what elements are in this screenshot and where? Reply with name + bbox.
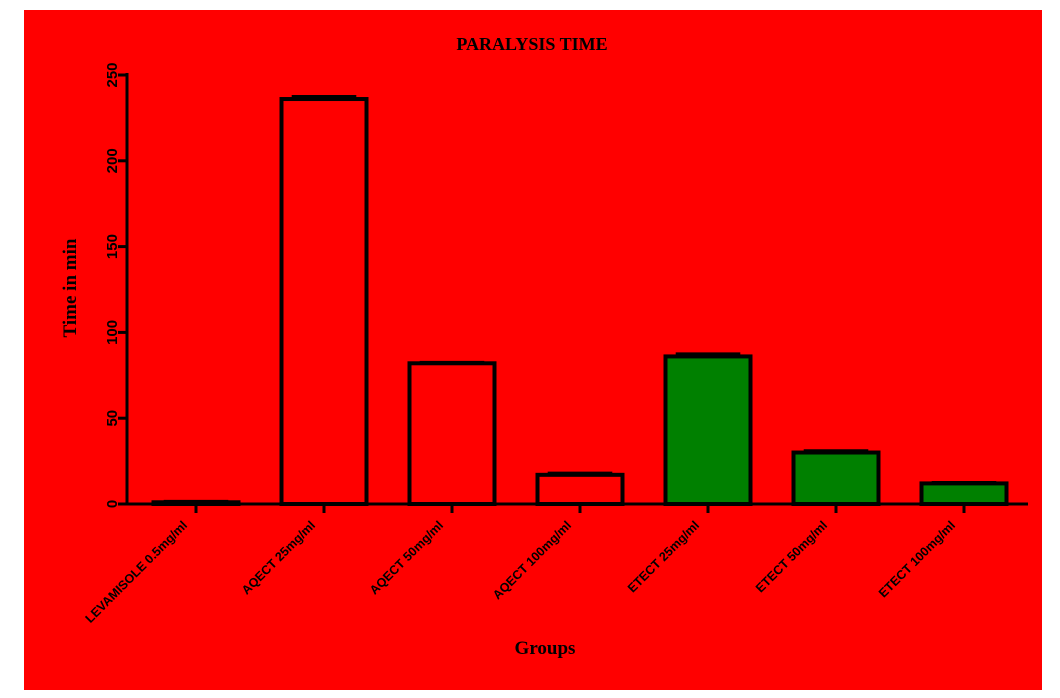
bar-2 xyxy=(279,97,369,507)
y-tick-label-100: 100 xyxy=(104,320,121,345)
y-tick-label-250: 250 xyxy=(104,62,121,87)
bar-7 xyxy=(919,481,1009,506)
x-tick-label-7: ETECT 100mg/ml xyxy=(876,518,958,600)
x-tick-label-1: LEVAMISOLE 0.5mg/ml xyxy=(83,518,190,625)
x-tick-label-4: AQECT 100mg/ml xyxy=(490,518,574,602)
bar-4 xyxy=(535,472,625,507)
y-tick-label-0: 0 xyxy=(104,500,121,508)
bar-5 xyxy=(663,354,753,507)
chart-title: PARALYSIS TIME xyxy=(456,34,607,54)
bar-6 xyxy=(791,450,881,506)
x-tick-label-6: ETECT 50mg/ml xyxy=(753,518,830,595)
y-tick-label-50: 50 xyxy=(104,410,121,427)
y-tick-label-200: 200 xyxy=(104,148,121,173)
y-tick-label-150: 150 xyxy=(104,234,121,259)
chart-frame xyxy=(24,10,1042,690)
x-tick-label-2: AQECT 25mg/ml xyxy=(239,518,318,597)
x-tick-label-5: ETECT 25mg/ml xyxy=(625,518,702,595)
x-axis-label: Groups xyxy=(515,638,576,659)
x-tick-label-3: AQECT 50mg/ml xyxy=(367,518,446,597)
y-axis-label: Time in min xyxy=(60,238,81,337)
bar-3 xyxy=(407,361,497,506)
plot-area: 0 50 100 150 200 250 LEVAMISOLE 0.5mg/ml AQECT … xyxy=(83,62,1028,626)
